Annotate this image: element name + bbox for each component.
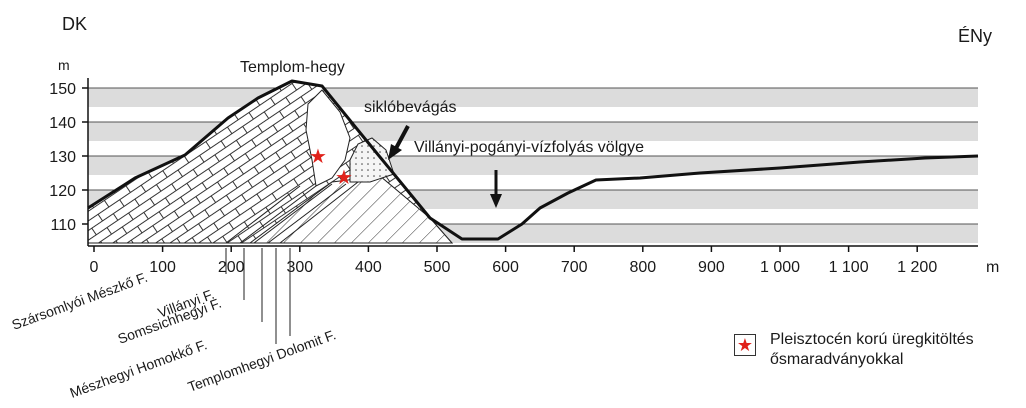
direction-left-label: DK — [62, 14, 87, 34]
peak-label: Templom-hegy — [240, 59, 345, 76]
x-axis-ticks: 0 100 200 300 400 500 600 700 800 900 1 000 1 100 1 … — [90, 246, 937, 276]
dolomite-wedge — [248, 175, 454, 244]
legend-symbol: ★ — [734, 334, 756, 356]
formation-label-5: Templomhegyi Dolomit F. — [186, 326, 338, 395]
formation-boundaries — [225, 181, 359, 244]
direction-right-label: ÉNy — [958, 26, 992, 46]
x-tick-label: 900 — [698, 259, 725, 276]
x-axis-unit: m — [986, 259, 999, 276]
cut-label: siklóbevágás — [364, 99, 457, 116]
x-tick-label: 300 — [286, 259, 313, 276]
x-tick-label: 1 100 — [829, 259, 869, 276]
cavity-fill — [305, 89, 351, 187]
y-tick-label: 130 — [49, 149, 76, 166]
formation-label-1: Szársomlyói Mészkő F. — [10, 269, 150, 333]
y-axis-ticks: 150 140 130 120 110 — [49, 81, 88, 234]
x-tick-label: 500 — [424, 259, 451, 276]
x-tick-label: 1 200 — [897, 259, 937, 276]
x-tick-label: 1 000 — [760, 259, 800, 276]
cut-fill — [349, 137, 395, 183]
y-tick-label: 140 — [49, 115, 76, 132]
terrain-profile — [87, 79, 979, 241]
y-axis-unit: m — [58, 57, 70, 73]
star-icon: ★ — [736, 335, 754, 355]
legend: ★ Pleisztocén korú üregkitöltés ősmaradv… — [734, 330, 974, 370]
x-tick-label: 800 — [629, 259, 656, 276]
y-tick-label: 120 — [49, 183, 76, 200]
x-tick-label: 400 — [355, 259, 382, 276]
x-tick-label: 200 — [218, 259, 245, 276]
valley-label: Villányi-pogányi-vízfolyás völgye — [414, 139, 644, 156]
y-tick-label: 150 — [49, 81, 76, 98]
valley-arrow — [490, 170, 502, 208]
x-tick-label: 600 — [492, 259, 519, 276]
y-tick-label: 110 — [50, 217, 76, 234]
axes — [87, 78, 978, 247]
x-tick-label: 100 — [149, 259, 176, 276]
cut-arrow — [388, 125, 410, 160]
x-tick-label: 700 — [561, 259, 588, 276]
fossil-star-2: ★ — [335, 165, 353, 189]
legend-text: Pleisztocén korú üregkitöltés ősmaradván… — [770, 331, 974, 368]
x-tick-label: 0 — [90, 259, 99, 276]
fossil-star-1: ★ — [309, 144, 327, 168]
formation-label-4: Mészhegyi Homokkő F. — [68, 336, 209, 401]
